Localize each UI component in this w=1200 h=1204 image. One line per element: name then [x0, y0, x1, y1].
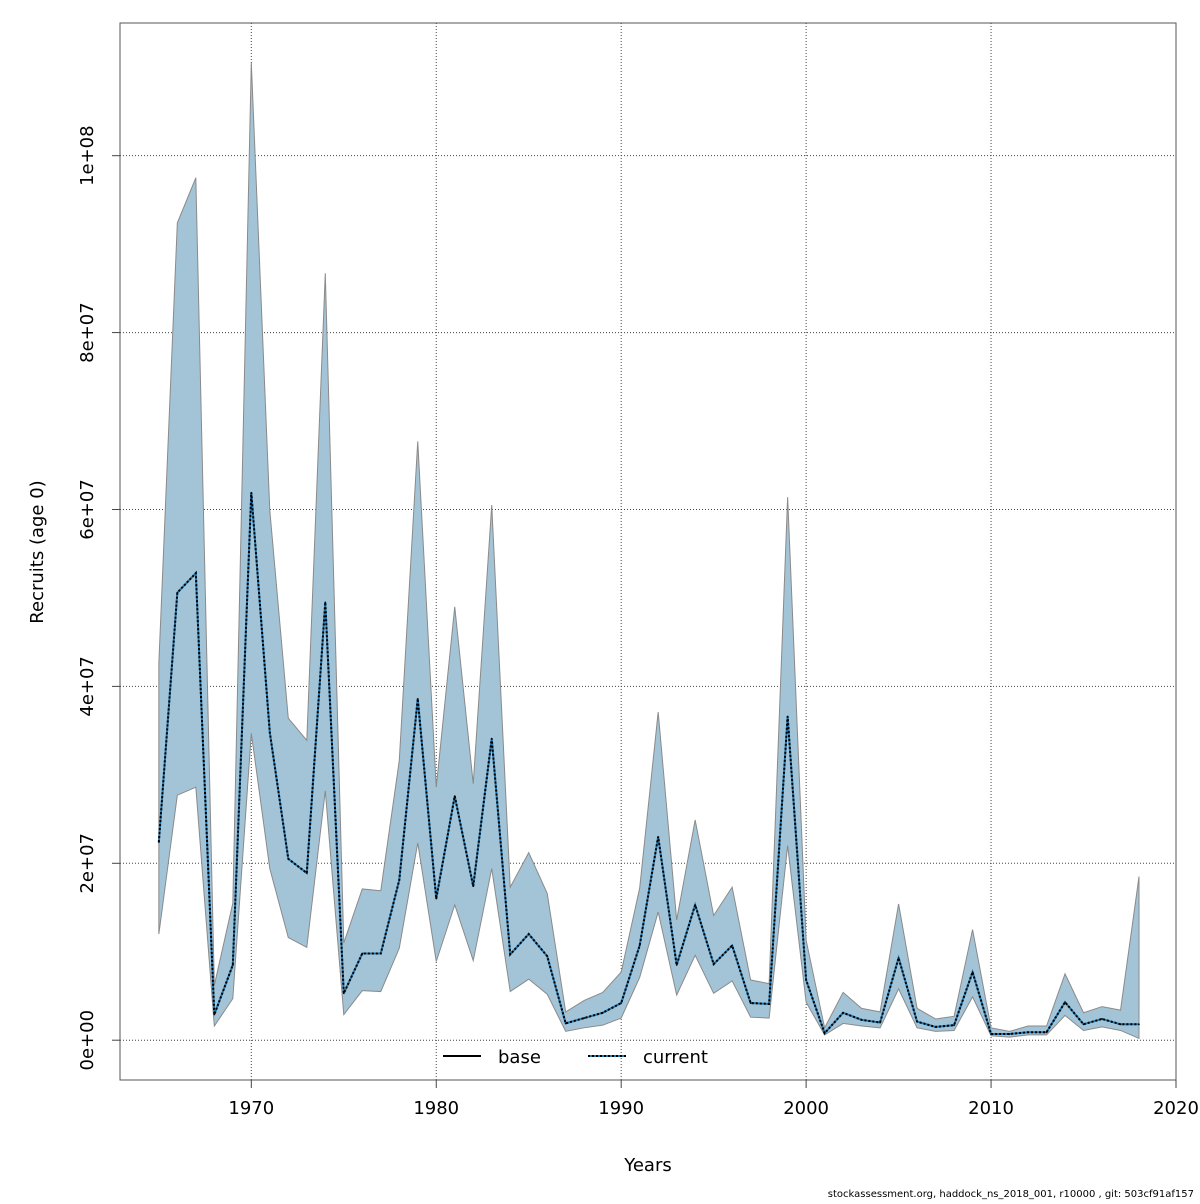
data-point — [527, 933, 530, 935]
data-point — [379, 952, 382, 955]
series-lines — [157, 491, 1140, 1036]
data-point — [232, 964, 234, 966]
confidence-band-area — [158, 62, 1140, 1040]
y-tick-label: 1e+08 — [77, 125, 98, 186]
data-point — [158, 841, 160, 843]
data-point — [805, 979, 807, 981]
data-point — [934, 1026, 937, 1028]
y-axis-label: Recruits (age 0) — [27, 480, 48, 623]
data-point — [269, 731, 271, 734]
footer-note: stockassessment.org, haddock_ns_2018_001… — [828, 1189, 1194, 1200]
data-point — [398, 879, 401, 881]
x-tick-label: 1970 — [228, 1098, 274, 1119]
data-point — [509, 953, 512, 956]
data-point — [694, 904, 696, 906]
data-point — [971, 971, 974, 973]
data-point — [342, 992, 345, 995]
x-tick-label: 2010 — [968, 1098, 1014, 1119]
data-point — [1119, 1023, 1122, 1026]
data-point — [1064, 1001, 1066, 1003]
data-point — [768, 1003, 770, 1005]
data-point — [675, 964, 678, 966]
y-axis: 0e+00 2e+07 4e+07 6e+07 8e+07 1e+08 — [77, 125, 120, 1070]
y-tick-label: 2e+07 — [77, 833, 98, 894]
data-point — [213, 1013, 216, 1016]
x-tick-label: 2000 — [783, 1098, 829, 1119]
x-axis: 1970 1980 1990 2000 2010 2020 — [228, 1080, 1199, 1119]
data-point — [1027, 1031, 1029, 1034]
data-point — [324, 601, 327, 604]
data-point — [842, 1011, 844, 1014]
data-point — [879, 1021, 881, 1024]
plot-frame — [119, 22, 1177, 1081]
x-axis-label: Years — [623, 1155, 672, 1176]
data-point — [453, 795, 456, 797]
data-point — [435, 897, 438, 900]
y-tick-label: 6e+07 — [77, 479, 98, 540]
data-point — [1138, 1023, 1140, 1026]
series-line-current — [157, 492, 1140, 1036]
data-point — [620, 1002, 622, 1004]
data-point — [953, 1024, 955, 1026]
x-tick-label: 1980 — [413, 1098, 459, 1119]
data-point — [1008, 1033, 1011, 1035]
data-point — [490, 737, 493, 740]
legend: base current — [443, 1047, 708, 1068]
legend-current-label: current — [643, 1047, 708, 1068]
data-point — [564, 1022, 567, 1025]
confidence-band — [158, 62, 1140, 1040]
data-point — [305, 872, 308, 874]
data-point — [250, 491, 253, 494]
x-tick-label: 1990 — [598, 1098, 644, 1119]
data-point — [1082, 1023, 1085, 1026]
data-point — [176, 591, 179, 594]
data-point — [638, 944, 641, 947]
y-tick-label: 4e+07 — [77, 656, 98, 717]
x-tick-label: 2020 — [1153, 1098, 1199, 1119]
data-point — [897, 957, 900, 959]
data-point — [361, 952, 364, 955]
legend-base-label: base — [498, 1047, 541, 1068]
data-point — [916, 1020, 918, 1023]
data-point — [546, 955, 549, 957]
data-point — [583, 1017, 585, 1019]
data-point — [416, 697, 419, 700]
y-tick-label: 8e+07 — [77, 302, 98, 363]
data-point — [195, 572, 197, 574]
data-point — [601, 1011, 604, 1014]
y-tick-label: 0e+00 — [77, 1010, 98, 1071]
data-point — [990, 1033, 992, 1035]
data-point — [657, 835, 659, 838]
data-point — [472, 885, 475, 888]
data-point — [823, 1032, 826, 1034]
data-point — [1101, 1018, 1103, 1020]
data-point — [1045, 1031, 1048, 1034]
data-point — [712, 963, 715, 965]
data-point — [287, 858, 290, 860]
data-point — [860, 1019, 863, 1021]
data-point — [749, 1002, 752, 1004]
data-point — [786, 715, 789, 718]
data-point — [731, 944, 733, 947]
